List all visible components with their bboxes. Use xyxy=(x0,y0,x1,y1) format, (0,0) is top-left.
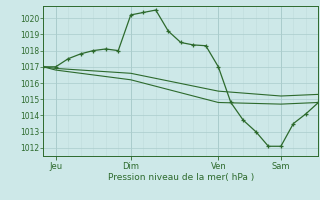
X-axis label: Pression niveau de la mer( hPa ): Pression niveau de la mer( hPa ) xyxy=(108,173,254,182)
